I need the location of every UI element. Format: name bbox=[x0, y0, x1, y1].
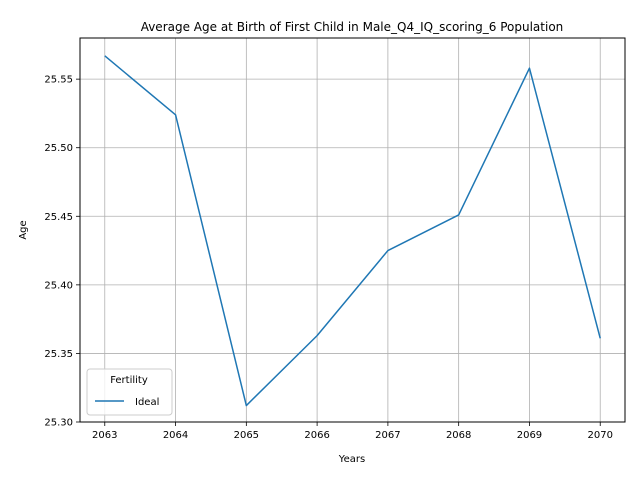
plot-area-frame bbox=[79, 37, 626, 423]
grid-layer bbox=[80, 38, 625, 423]
x-tick-label: 2068 bbox=[446, 430, 471, 441]
y-tick-label: 25.50 bbox=[44, 143, 73, 154]
x-axis-label: Years bbox=[338, 454, 365, 465]
x-tick-label: 2064 bbox=[163, 430, 188, 441]
y-tick-label: 25.30 bbox=[44, 418, 73, 429]
y-tick-label: 25.45 bbox=[44, 212, 73, 223]
x-tick-label: 2067 bbox=[375, 430, 400, 441]
y-tick-label: 25.35 bbox=[44, 349, 73, 360]
y-tick-label: 25.55 bbox=[44, 75, 73, 86]
series-line-ideal bbox=[104, 55, 601, 407]
x-tick-label: 2063 bbox=[92, 430, 117, 441]
legend-box bbox=[86, 368, 173, 416]
x-tick-label: 2069 bbox=[517, 430, 542, 441]
y-tick-label: 25.40 bbox=[44, 280, 73, 291]
chart-title: Average Age at Birth of First Child in M… bbox=[141, 20, 564, 34]
x-tick-label: 2070 bbox=[588, 430, 613, 441]
legend-label-ideal: Ideal bbox=[135, 397, 159, 408]
legend-title: Fertility bbox=[110, 375, 148, 386]
y-axis-label: Age bbox=[18, 220, 29, 239]
series-layer bbox=[104, 55, 601, 407]
legend: Fertility Ideal bbox=[86, 368, 173, 416]
y-axis: 25.30 25.35 25.40 25.45 25.50 25.55 bbox=[44, 75, 80, 429]
x-tick-label: 2066 bbox=[304, 430, 329, 441]
x-tick-label: 2065 bbox=[234, 430, 259, 441]
x-axis: 2063 2064 2065 2066 2067 2068 2069 2070 bbox=[92, 422, 613, 441]
